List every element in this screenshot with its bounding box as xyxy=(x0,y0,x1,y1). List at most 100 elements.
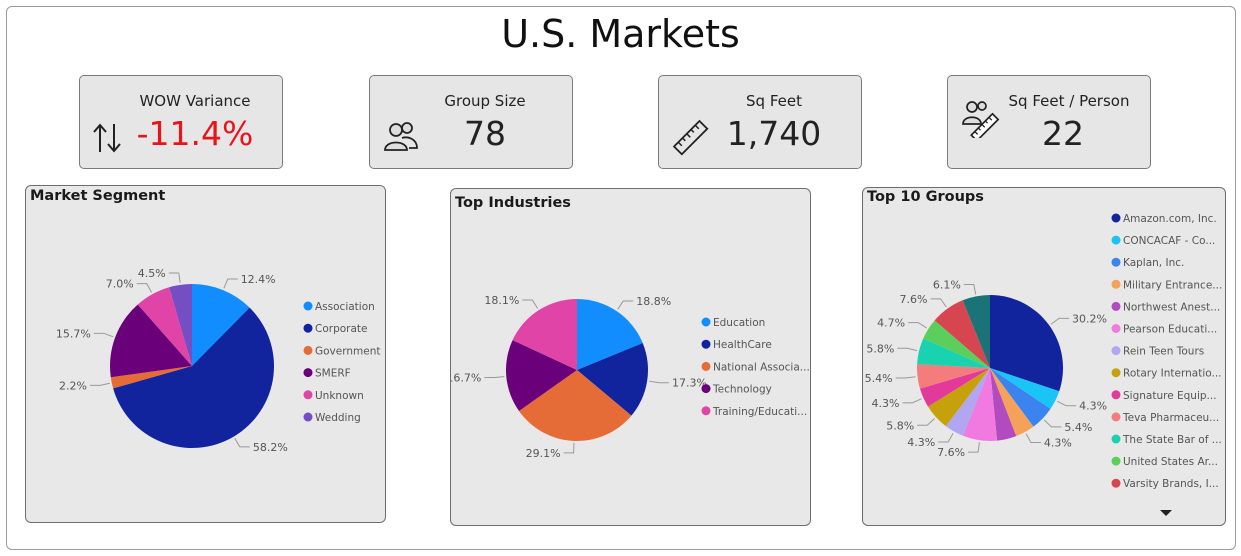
legend-marker xyxy=(303,345,313,355)
data-label: 4.3% xyxy=(907,436,935,449)
legend-item[interactable]: CONCACAF - Co... xyxy=(1123,235,1215,247)
data-label: 7.6% xyxy=(937,446,965,459)
data-label: 17.3% xyxy=(672,377,707,390)
legend-marker xyxy=(1111,478,1121,488)
legend-item[interactable]: Amazon.com, Inc. xyxy=(1123,213,1217,225)
pie-slice[interactable] xyxy=(928,368,990,427)
legend-item[interactable]: Corporate xyxy=(315,323,368,335)
data-label-leader xyxy=(938,433,954,443)
legend-marker xyxy=(1111,213,1121,223)
data-label: 16.7% xyxy=(451,372,481,385)
pie-slice[interactable] xyxy=(137,287,192,366)
pie-slice[interactable] xyxy=(990,295,1063,392)
legend-item[interactable]: Pearson Educati... xyxy=(1123,324,1217,336)
legend-marker xyxy=(701,317,711,327)
pie-slice[interactable] xyxy=(962,368,998,441)
legend-item[interactable]: Education xyxy=(713,317,765,329)
pie-slice[interactable] xyxy=(923,320,990,368)
data-label: 18.8% xyxy=(636,295,671,308)
chart-title: Top 10 Groups xyxy=(867,189,984,205)
legend-item[interactable]: Varsity Brands, I... xyxy=(1123,478,1219,490)
legend-item[interactable]: Technology xyxy=(712,384,772,396)
legend-marker xyxy=(1111,434,1121,444)
pie-slice[interactable] xyxy=(519,370,632,441)
data-label: 4.3% xyxy=(872,397,900,410)
pie-slice[interactable] xyxy=(110,366,192,389)
data-label: 5.4% xyxy=(1064,421,1092,434)
kpi-value: 78 xyxy=(464,114,506,153)
legend-item[interactable]: United States Ar... xyxy=(1123,456,1218,468)
pie-slice[interactable] xyxy=(990,368,1060,409)
kpi-card-sq-feet[interactable]: Sq Feet 1,740 xyxy=(658,75,862,169)
pie-slice[interactable] xyxy=(990,368,1034,437)
data-label: 4.3% xyxy=(1079,400,1107,413)
legend-item[interactable]: Military Entrance... xyxy=(1123,279,1222,291)
data-label: 15.7% xyxy=(56,327,91,340)
pie-slice[interactable] xyxy=(110,304,192,378)
pie-slice[interactable] xyxy=(512,299,577,370)
market-segment-panel: Market Segment 12.4% 58.2% 2.2% 15.7% 7.0% 4.… xyxy=(25,185,386,523)
legend-marker xyxy=(303,412,313,422)
legend-item[interactable]: Rotary Internatio... xyxy=(1123,368,1222,380)
pie-slice[interactable] xyxy=(934,300,990,368)
pie-slice[interactable] xyxy=(113,307,275,449)
data-label-leader xyxy=(968,442,980,453)
legend-item[interactable]: Teva Pharmaceu... xyxy=(1122,412,1219,424)
data-label: 5.4% xyxy=(865,372,893,385)
data-label-leader xyxy=(93,332,114,338)
pie-slice[interactable] xyxy=(577,299,643,370)
pie-slice[interactable] xyxy=(192,284,250,366)
market-segment-pie-chart: 12.4% 58.2% 2.2% 15.7% 7.0% 4.5% Association Co… xyxy=(56,267,381,454)
legend-item[interactable]: Training/Educati... xyxy=(712,406,807,418)
chart-title: Market Segment xyxy=(30,188,166,204)
legend-marker xyxy=(1111,257,1121,267)
legend-marker xyxy=(1111,346,1121,356)
data-label-leader xyxy=(897,347,918,352)
kpi-card-wow-variance[interactable]: WOW Variance -11.4% xyxy=(79,75,283,169)
data-label: 29.1% xyxy=(526,447,561,460)
legend-item[interactable]: Unknown xyxy=(315,390,364,402)
top-industries-panel: Top Industries 18.8% 17.3% 29.1% 16.7% 18.1%… xyxy=(450,188,811,526)
legend-item[interactable]: Wedding xyxy=(315,412,361,424)
pie-slice[interactable] xyxy=(169,284,192,366)
legend-item[interactable]: Rein Teen Tours xyxy=(1123,346,1204,358)
pie-slice[interactable] xyxy=(919,368,990,407)
legend-item[interactable]: Kaplan, Inc. xyxy=(1123,257,1184,269)
pie-slice[interactable] xyxy=(945,368,990,436)
legend-item[interactable]: Association xyxy=(315,301,375,313)
data-label: 5.8% xyxy=(866,342,894,355)
legend-item[interactable]: Government xyxy=(315,345,380,357)
data-label: 2.2% xyxy=(59,379,87,392)
legend-marker xyxy=(701,384,711,394)
legend-item[interactable]: SMERF xyxy=(315,368,351,380)
pie-slice[interactable] xyxy=(990,368,1051,427)
legend-marker xyxy=(1111,390,1121,400)
data-label-leader xyxy=(1043,419,1062,428)
legend-item[interactable]: HealthCare xyxy=(713,339,772,351)
legend-item[interactable]: Northwest Anest... xyxy=(1123,301,1220,313)
pie-slice[interactable] xyxy=(506,340,577,412)
data-label-leader xyxy=(649,380,670,384)
pie-slice[interactable] xyxy=(577,343,648,416)
legend-item[interactable]: Signature Equip... xyxy=(1123,390,1217,402)
pie-slice[interactable] xyxy=(917,364,990,389)
data-label: 12.4% xyxy=(241,273,276,286)
legend-marker xyxy=(701,361,711,371)
pie-slice[interactable] xyxy=(990,368,1017,441)
kpi-card-sq-feet-per-person[interactable]: Sq Feet / Person 22 xyxy=(947,75,1151,169)
top-industries-pie-chart: 18.8% 17.3% 29.1% 16.7% 18.1% Education Health… xyxy=(451,294,810,460)
legend-item[interactable]: National Associa... xyxy=(713,361,810,373)
people-ruler-icon xyxy=(962,101,1000,138)
pie-slice[interactable] xyxy=(962,295,990,368)
data-label-leader xyxy=(617,300,634,310)
legend-marker xyxy=(303,368,313,378)
data-label: 4.3% xyxy=(1044,437,1072,450)
kpi-label: WOW Variance xyxy=(139,92,251,110)
kpi-value: 1,740 xyxy=(726,114,822,153)
people-group-icon xyxy=(384,122,418,151)
pie-slice[interactable] xyxy=(917,338,990,368)
data-label: 5.8% xyxy=(886,419,914,432)
legend-item[interactable]: The State Bar of ... xyxy=(1122,434,1222,446)
data-label-leader xyxy=(1025,433,1041,444)
kpi-card-group-size[interactable]: Group Size 78 xyxy=(369,75,573,169)
